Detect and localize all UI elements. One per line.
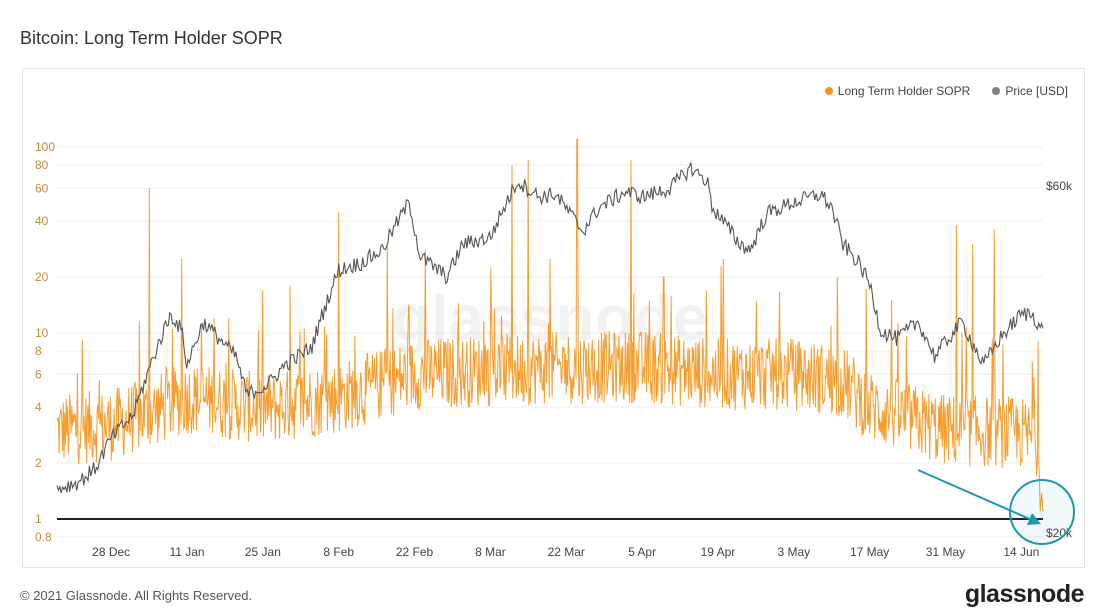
x-tick-label: 17 May — [850, 545, 889, 559]
y-tick-label: 0.8 — [35, 530, 52, 544]
legend-dot-icon — [824, 87, 833, 95]
x-tick-label: 22 Mar — [548, 545, 585, 559]
price-line — [56, 162, 1044, 494]
y-tick-label: 100 — [35, 140, 55, 154]
x-tick-label: 3 May — [777, 545, 810, 559]
y-tick-label: 8 — [35, 344, 42, 358]
x-tick-label: 28 Dec — [92, 545, 130, 559]
copyright-text: © 2021 Glassnode. All Rights Reserved. — [20, 588, 253, 603]
x-tick-label: 31 May — [926, 545, 965, 559]
x-tick-label: 22 Feb — [396, 545, 434, 559]
y-tick-label: 20 — [35, 270, 49, 284]
chart-frame — [22, 68, 1085, 568]
y-right-tick-label: $20k — [1046, 526, 1073, 540]
y-tick-label: 4 — [35, 400, 42, 414]
glassnode-logo: glassnode — [964, 580, 1085, 608]
highlight-circle — [1009, 479, 1075, 545]
annotation-arrow — [917, 469, 1033, 521]
y-tick-label: 40 — [35, 214, 49, 228]
y-tick-label: 2 — [35, 456, 42, 470]
x-tick-label: 19 Apr — [701, 545, 736, 559]
arrowhead-icon — [1027, 513, 1041, 525]
sopr-line — [56, 138, 1044, 512]
x-tick-label: 8 Feb — [323, 545, 354, 559]
y-tick-label: 1 — [35, 512, 42, 526]
legend-item-price[interactable]: Price [USD] — [992, 84, 1068, 98]
x-tick-label: 5 Apr — [628, 545, 656, 559]
y-tick-label: 6 — [35, 367, 42, 381]
page-title: Bitcoin: Long Term Holder SOPR — [20, 28, 283, 48]
chart-legend: Long Term Holder SOPR Price [USD] — [824, 84, 1068, 98]
x-tick-label: 25 Jan — [245, 545, 281, 559]
y-tick-label: 60 — [35, 181, 49, 195]
x-tick-label: 14 Jun — [1003, 545, 1039, 559]
y-tick-label: 80 — [35, 158, 49, 172]
legend-label: Price [USD] — [1005, 84, 1068, 98]
legend-item-sopr[interactable]: Long Term Holder SOPR — [824, 84, 971, 98]
y-tick-label: 10 — [35, 326, 49, 340]
legend-label: Long Term Holder SOPR — [837, 84, 971, 98]
y-right-tick-label: $60k — [1046, 179, 1073, 193]
x-tick-label: 8 Mar — [475, 545, 506, 559]
x-tick-label: 11 Jan — [169, 545, 204, 559]
legend-dot-icon — [992, 87, 1001, 95]
